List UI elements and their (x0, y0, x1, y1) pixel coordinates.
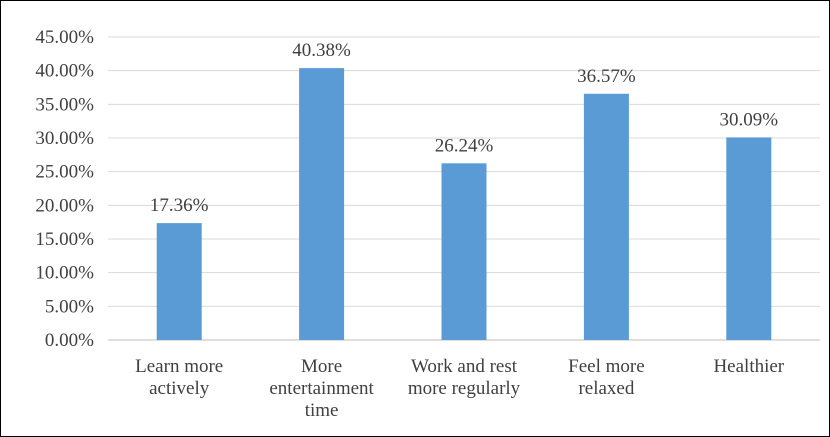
x-tick-label: Feel more (568, 356, 645, 377)
x-tick-label: Healthier (713, 356, 784, 377)
bar (156, 223, 202, 340)
bar (726, 137, 772, 340)
bar (441, 163, 487, 340)
y-tick-label: 35.00% (35, 94, 94, 115)
data-label: 36.57% (577, 66, 636, 87)
x-tick-label: More (301, 356, 342, 377)
data-label: 30.09% (720, 109, 779, 130)
x-tick-label: entertainment (269, 378, 374, 399)
x-tick-label: more regularly (408, 378, 521, 399)
x-tick-label: actively (149, 378, 210, 399)
y-tick-label: 15.00% (35, 229, 94, 250)
y-tick-label: 40.00% (35, 61, 94, 82)
y-tick-label: 10.00% (35, 263, 94, 284)
data-label: 17.36% (150, 195, 209, 216)
y-tick-label: 30.00% (35, 128, 94, 149)
y-tick-label: 20.00% (35, 195, 94, 216)
y-tick-label: 25.00% (35, 162, 94, 183)
data-label: 40.38% (292, 40, 351, 61)
y-tick-label: 5.00% (45, 296, 94, 317)
y-tick-label: 45.00% (35, 27, 94, 48)
x-tick-label: time (305, 400, 339, 421)
x-tick-label: relaxed (578, 378, 634, 399)
x-tick-label: Work and rest (411, 356, 518, 377)
data-label: 26.24% (435, 135, 494, 156)
bar (583, 93, 629, 341)
x-tick-label: Learn more (135, 356, 223, 377)
y-tick-label: 0.00% (45, 330, 94, 351)
bar (299, 68, 345, 340)
